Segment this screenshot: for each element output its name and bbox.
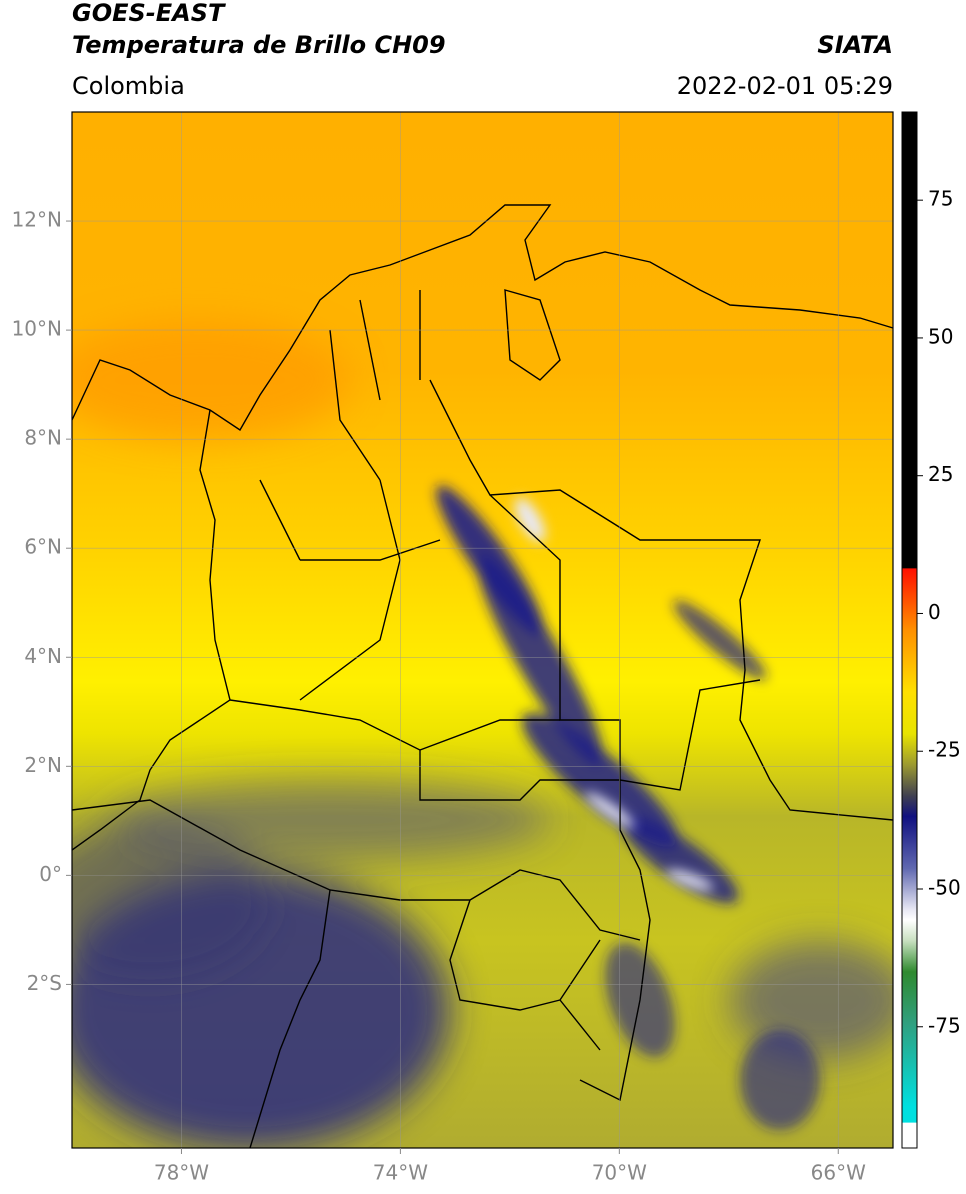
y-tick-label: 12°N [12, 208, 62, 232]
y-tick-label: 10°N [12, 317, 62, 341]
x-tick-label: 70°W [592, 1161, 647, 1185]
x-tick-label: 66°W [811, 1161, 866, 1185]
map-frame [71, 111, 894, 1149]
colorbar-tick-label: 75 [928, 187, 953, 211]
region: Colombia [72, 72, 185, 100]
colorbar-tick-label: 0 [928, 600, 941, 624]
colorbar [901, 111, 918, 1149]
y-tick-label: 2°S [27, 971, 62, 995]
colorbar-tick-label: -50 [928, 876, 961, 900]
datetime: 2022-02-01 05:29 [677, 72, 893, 100]
y-tick-label: 8°N [24, 426, 62, 450]
colorbar-tick-label: 50 [928, 324, 953, 348]
colorbar-tick-label: 25 [928, 462, 953, 486]
y-tick-label: 0° [39, 862, 62, 886]
y-tick-label: 4°N [24, 644, 62, 668]
x-tick-label: 74°W [373, 1161, 428, 1185]
y-tick-label: 2°N [24, 753, 62, 777]
colorbar-tick-label: -75 [928, 1013, 961, 1037]
title: GOES-EAST [72, 0, 226, 27]
colorbar-tick-label: -25 [928, 738, 961, 762]
subtitle: Temperatura de Brillo CH09 [72, 31, 446, 59]
source: SIATA [817, 31, 893, 59]
x-tick-label: 78°W [154, 1161, 209, 1185]
map-image [72, 112, 893, 1148]
y-tick-label: 6°N [24, 535, 62, 559]
grid [72, 112, 893, 1148]
